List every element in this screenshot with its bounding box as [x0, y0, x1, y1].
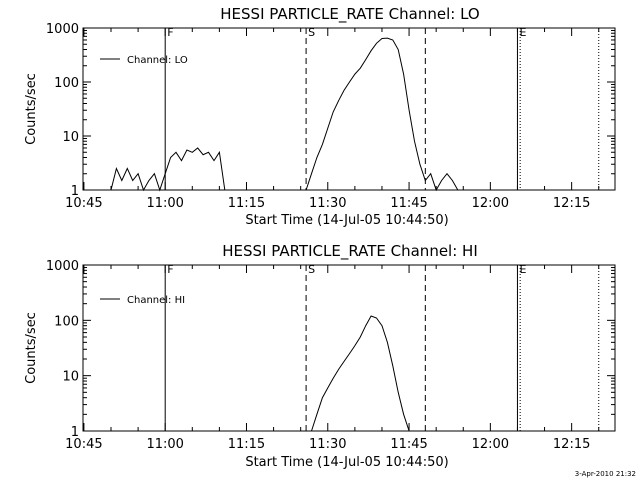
x-tick-label: 11:15 — [228, 437, 265, 452]
plot-frame-lo — [82, 27, 616, 191]
x-tick-label: 12:15 — [553, 196, 590, 211]
x-tick-label: 11:30 — [309, 196, 346, 211]
x-tick-label: 11:00 — [146, 196, 183, 211]
marker-label: E — [519, 26, 526, 39]
y-tick-label: 100 — [54, 76, 79, 91]
marker-label: E — [519, 263, 526, 276]
x-tick-label: 10:45 — [65, 437, 102, 452]
chart-title-lo: HESSI PARTICLE_RATE Channel: LO — [220, 5, 479, 24]
series-line-lo — [110, 37, 459, 192]
footer-timestamp: 3-Apr-2010 21:32 — [575, 470, 636, 478]
x-tick-label: 12:00 — [472, 437, 509, 452]
chart-title-hi: HESSI PARTICLE_RATE Channel: HI — [222, 242, 478, 261]
legend-label-lo: Channel: LO — [127, 55, 188, 66]
legend-label-hi: Channel: HI — [127, 295, 185, 306]
x-tick-label: 11:45 — [390, 437, 427, 452]
panel-hi-channel: HESSI PARTICLE_RATE Channel: HI Counts/s… — [24, 242, 616, 470]
marker-label: F — [167, 26, 173, 39]
x-tick-label: 12:15 — [553, 437, 590, 452]
y-tick-label: 10 — [62, 130, 79, 145]
y-axis-label-lo: Counts/sec — [24, 73, 39, 145]
y-axis-label-hi: Counts/sec — [24, 312, 39, 384]
x-tick-label: 11:15 — [228, 196, 265, 211]
x-tick-label: 11:30 — [309, 437, 346, 452]
y-tick-label: 1 — [71, 425, 79, 440]
y-tick-label: 1000 — [46, 259, 79, 274]
y-tick-label: 1 — [71, 184, 79, 199]
series-line-hi — [311, 315, 410, 432]
marker-label: F — [167, 263, 173, 276]
x-ticks-lo: 10:45 11:00 11:15 11:30 11:45 12:00 12:15 — [65, 28, 600, 211]
y-ticks-hi: 1 10 100 1000 — [46, 259, 615, 440]
marker-label: S — [308, 26, 315, 39]
panel-lo-channel: HESSI PARTICLE_RATE Channel: LO Counts/s… — [24, 5, 616, 228]
x-axis-label-hi: Start Time (14-Jul-05 10:44:50) — [245, 455, 448, 470]
y-tick-label: 1000 — [46, 22, 79, 37]
x-axis-label-lo: Start Time (14-Jul-05 10:44:50) — [245, 213, 448, 228]
x-tick-label: 10:45 — [65, 196, 102, 211]
x-tick-label: 11:45 — [390, 196, 427, 211]
marker-label: S — [308, 263, 315, 276]
x-ticks-hi: 10:45 11:00 11:15 11:30 11:45 12:00 12:15 — [65, 265, 600, 452]
y-ticks-lo: 1 10 100 1000 — [46, 22, 615, 199]
plot-frame-hi — [82, 264, 616, 432]
x-tick-label: 12:00 — [472, 196, 509, 211]
x-tick-label: 11:00 — [146, 437, 183, 452]
y-tick-label: 100 — [54, 314, 79, 329]
y-tick-label: 10 — [62, 370, 79, 385]
